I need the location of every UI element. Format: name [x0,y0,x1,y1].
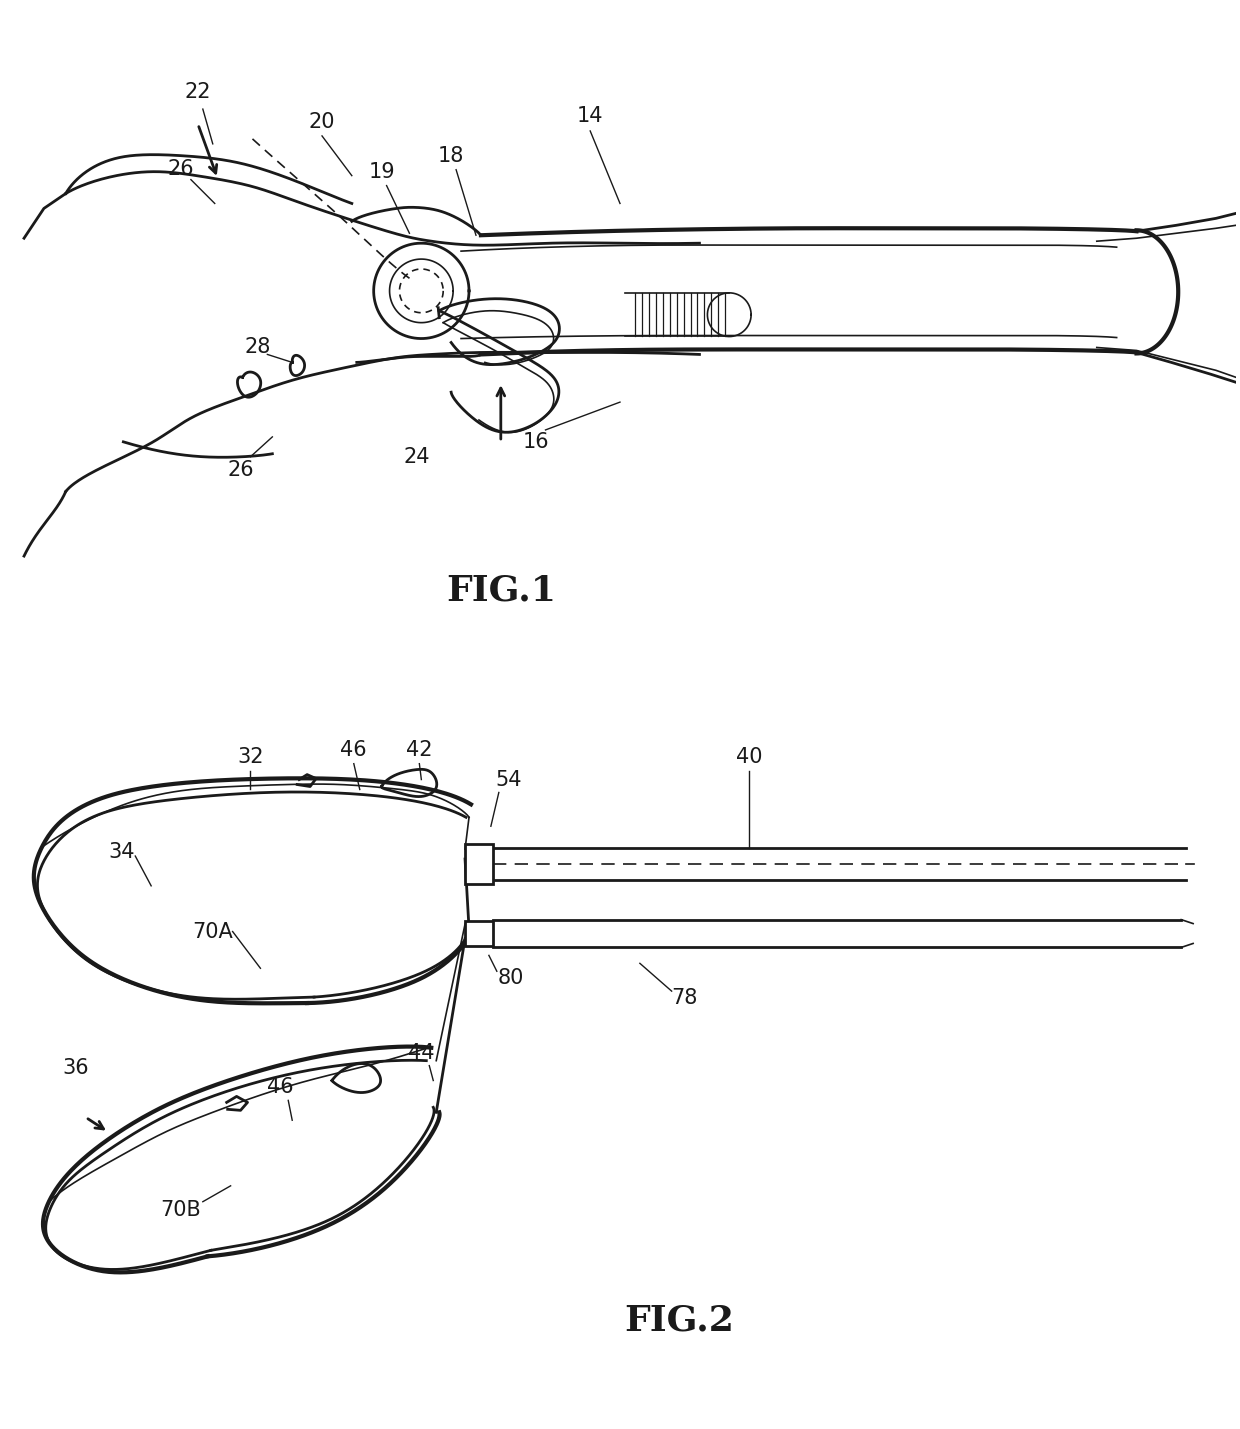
Bar [465,922,492,946]
Text: 44: 44 [408,1043,434,1063]
Text: 19: 19 [368,161,394,181]
Text: 16: 16 [522,432,549,452]
Text: 34: 34 [108,842,135,862]
Text: 46: 46 [267,1077,294,1097]
Text: 20: 20 [309,111,335,131]
Text: FIG.1: FIG.1 [446,574,556,607]
Text: 18: 18 [438,146,464,166]
Text: 32: 32 [237,747,264,767]
Text: 36: 36 [62,1057,89,1077]
Text: 22: 22 [185,83,211,103]
Text: 40: 40 [735,747,763,767]
Text: 70B: 70B [161,1200,201,1219]
Text: 80: 80 [497,969,525,989]
Text: 26: 26 [167,159,195,179]
Text: 46: 46 [341,740,367,760]
Text: 26: 26 [227,460,254,480]
Text: 24: 24 [403,447,429,467]
Text: 78: 78 [671,987,698,1007]
Text: 14: 14 [577,106,604,126]
Text: 54: 54 [496,770,522,790]
Text: 42: 42 [407,740,433,760]
Text: FIG.2: FIG.2 [625,1303,734,1338]
Bar [465,845,492,885]
Text: 70A: 70A [192,922,233,942]
Text: 28: 28 [244,337,270,357]
